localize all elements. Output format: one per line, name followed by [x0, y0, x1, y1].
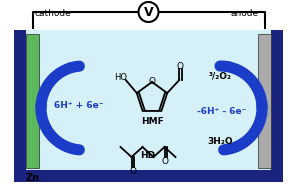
Text: ³/₂O₂: ³/₂O₂ — [208, 71, 231, 81]
Text: HMF: HMF — [140, 116, 163, 125]
Text: O: O — [162, 156, 169, 166]
Circle shape — [138, 2, 159, 22]
Text: HD: HD — [140, 150, 156, 160]
Bar — [26, 30, 271, 182]
Text: cathode: cathode — [34, 9, 71, 19]
Text: O: O — [129, 167, 136, 176]
Bar — [271, 30, 283, 182]
Bar — [26, 34, 39, 168]
Text: -6H⁺ - 6e⁻: -6H⁺ - 6e⁻ — [197, 108, 247, 116]
Text: HO: HO — [114, 73, 127, 82]
Text: 3H₂O: 3H₂O — [207, 138, 233, 146]
Text: Zn: Zn — [26, 173, 40, 183]
Bar — [258, 34, 271, 168]
Text: V: V — [144, 5, 153, 19]
Text: 6H⁺ + 6e⁻: 6H⁺ + 6e⁻ — [54, 101, 104, 111]
Text: O: O — [177, 62, 184, 70]
Text: O: O — [148, 77, 156, 87]
Text: anode: anode — [230, 9, 259, 19]
Bar — [14, 170, 283, 182]
Bar — [14, 30, 26, 182]
